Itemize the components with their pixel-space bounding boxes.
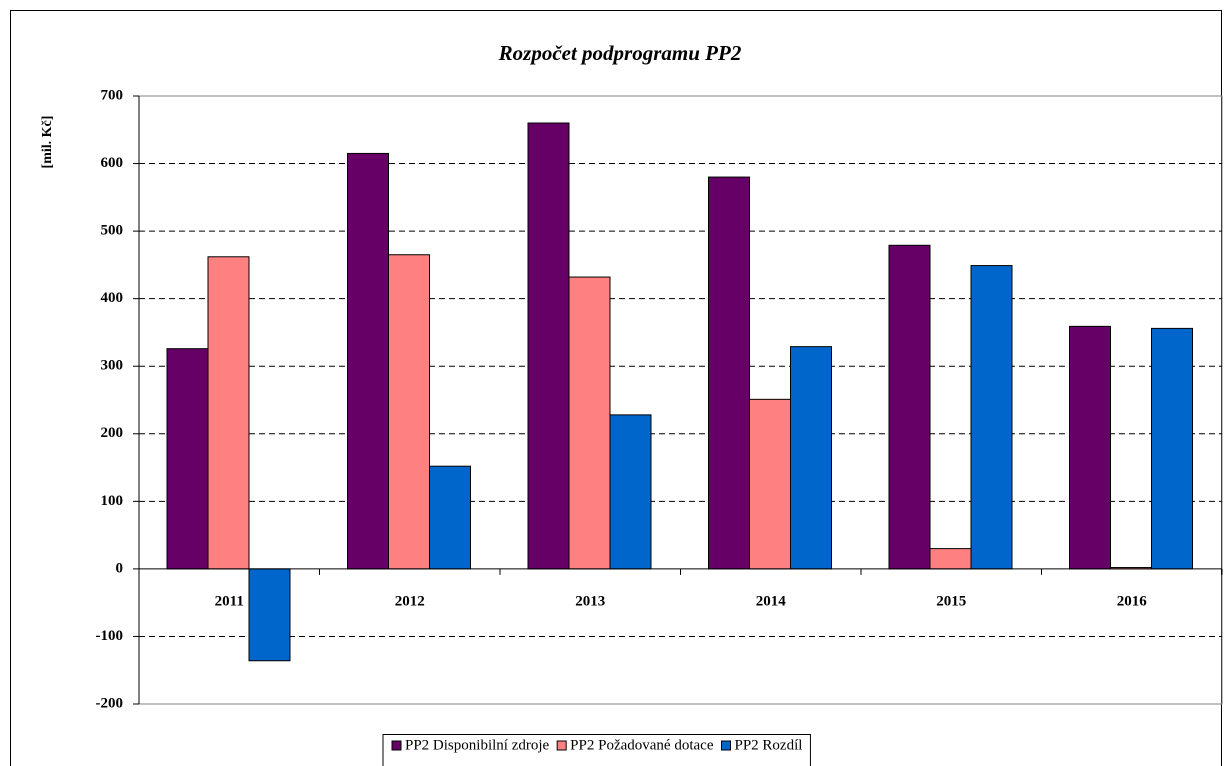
legend-swatch — [391, 740, 402, 751]
bar — [1069, 325, 1111, 570]
bar — [970, 265, 1013, 570]
legend-swatch — [720, 740, 731, 751]
bar — [749, 398, 791, 570]
y-tick-label: 700 — [101, 87, 124, 103]
bar — [248, 568, 291, 662]
y-tick-label: -100 — [96, 628, 124, 644]
bar — [568, 276, 611, 570]
y-tick-label: 400 — [101, 290, 124, 306]
x-tick-label: 2012 — [395, 593, 425, 609]
bar — [527, 122, 570, 570]
legend-label: PP2 Rozdíl — [734, 737, 802, 753]
x-tick-label: 2015 — [936, 593, 966, 609]
x-tick-label: 2011 — [215, 593, 244, 609]
bar — [609, 414, 652, 570]
x-tick-label: 2014 — [756, 593, 787, 609]
legend — [382, 734, 811, 766]
bar — [790, 346, 832, 570]
bar — [429, 465, 471, 570]
bar — [166, 348, 209, 570]
chart-title: Rozpočet podprogramu PP2 — [498, 41, 742, 65]
y-tick-label: 200 — [101, 425, 124, 441]
bar — [888, 244, 931, 570]
legend-label: PP2 Požadované dotace — [570, 737, 714, 753]
y-tick-label: 100 — [101, 493, 124, 509]
y-tick-label: 600 — [101, 155, 124, 171]
bar — [347, 152, 389, 570]
x-tick-label: 2016 — [1117, 593, 1148, 609]
bar — [388, 254, 430, 570]
bar — [929, 548, 972, 570]
y-tick-label: 0 — [116, 560, 124, 576]
y-tick-label: 300 — [101, 358, 124, 374]
bar — [207, 256, 250, 570]
legend-swatch — [556, 740, 567, 751]
x-tick-label: 2013 — [575, 593, 605, 609]
y-axis-title: [mil. Kč] — [40, 116, 55, 169]
y-tick-label: -200 — [96, 695, 124, 711]
y-tick-label: 500 — [101, 223, 124, 239]
bar — [708, 176, 750, 570]
bar — [1151, 327, 1193, 570]
legend-label: PP2 Disponibilní zdroje — [405, 737, 550, 753]
